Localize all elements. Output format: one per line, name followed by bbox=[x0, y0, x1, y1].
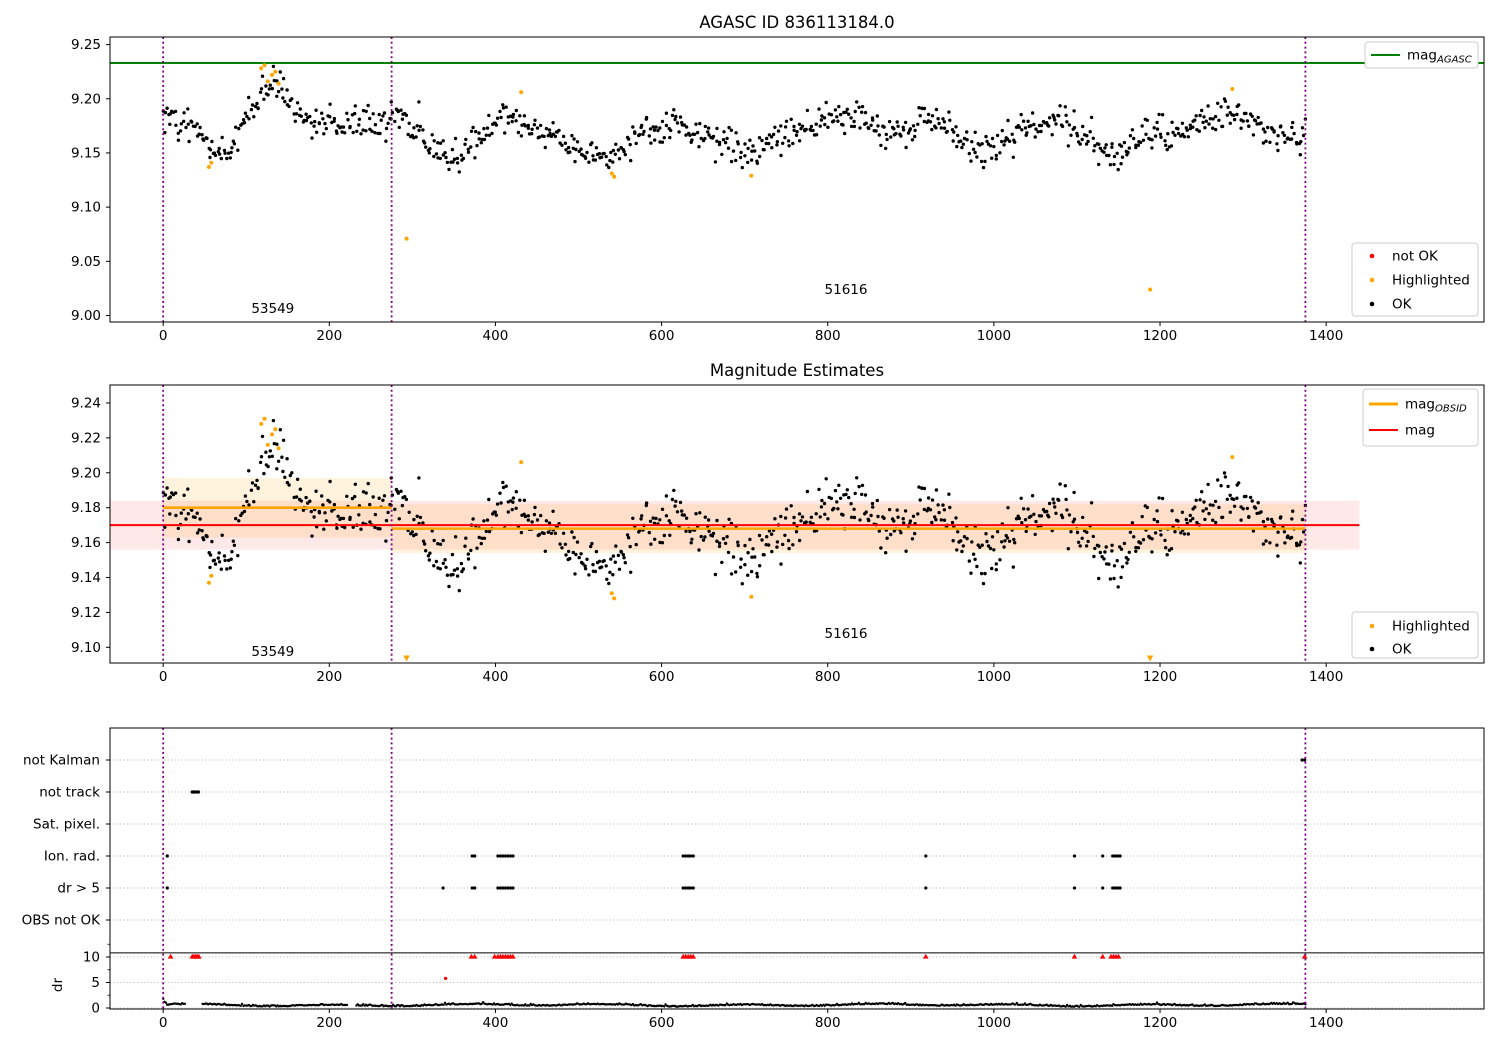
flag-category-label: not Kalman bbox=[23, 753, 100, 769]
dr-axis-label: dr bbox=[50, 977, 66, 992]
y-tick-label: 9.16 bbox=[71, 535, 101, 551]
flag-category-label: Sat. pixel. bbox=[33, 817, 100, 833]
legend-mag-agasc: magAGASC bbox=[1364, 41, 1479, 69]
x-tick-label: 0 bbox=[159, 1015, 168, 1031]
top-plot-title: AGASC ID 836113184.0 bbox=[699, 13, 894, 32]
flag-points bbox=[165, 758, 1307, 890]
y-tick-label: 9.20 bbox=[71, 91, 101, 107]
x-tick-label: 600 bbox=[649, 1015, 675, 1031]
dr-tick-label: 0 bbox=[91, 1001, 100, 1017]
x-tick-label: 1400 bbox=[1309, 669, 1343, 685]
y-tick-label: 9.25 bbox=[71, 37, 101, 53]
x-tick-label: 800 bbox=[815, 669, 841, 685]
y-tick-label: 9.22 bbox=[71, 430, 101, 446]
flag-category-label: OBS not OK bbox=[22, 913, 102, 929]
y-tick-label: 9.10 bbox=[71, 640, 101, 656]
legend-mag-obsid-label: magOBSID bbox=[1405, 397, 1467, 415]
dr-tick-label: 10 bbox=[83, 950, 100, 966]
legend-mag-lines: magOBSID mag bbox=[1362, 388, 1479, 447]
x-tick-label: 800 bbox=[815, 1015, 841, 1031]
x-tick-label: 600 bbox=[649, 328, 675, 344]
middle-plot-title: Magnitude Estimates bbox=[710, 361, 884, 380]
top-ok-points bbox=[161, 64, 1308, 174]
x-tick-label: 200 bbox=[316, 669, 342, 685]
dr-tick-label: 5 bbox=[91, 975, 100, 991]
middle-mag-bands bbox=[110, 478, 1360, 554]
y-tick-label: 9.18 bbox=[71, 500, 101, 516]
ok-marker-icon bbox=[1369, 301, 1375, 307]
y-tick-label: 9.12 bbox=[71, 605, 101, 621]
x-tick-label: 0 bbox=[159, 669, 168, 685]
x-tick-label: 400 bbox=[483, 328, 509, 344]
x-tick-label: 400 bbox=[483, 1015, 509, 1031]
obsid-label: 51616 bbox=[825, 282, 868, 298]
obsid-labels: 53549 51616 bbox=[251, 282, 867, 317]
dr-trace bbox=[162, 997, 1307, 1008]
legend-top-markers: not OK Highlighted OK bbox=[1351, 242, 1479, 317]
y-tick-label: 9.14 bbox=[71, 570, 101, 586]
flag-category-label: Ion. rad. bbox=[44, 849, 100, 865]
x-tick-label: 1000 bbox=[977, 328, 1011, 344]
legend-ok-label: OK bbox=[1392, 642, 1413, 658]
y-tick-label: 9.24 bbox=[71, 395, 101, 411]
middle-highlighted-points bbox=[206, 416, 1235, 662]
y-tick-label: 9.20 bbox=[71, 465, 101, 481]
obsid-label: 53549 bbox=[251, 301, 294, 317]
legend-not-ok-label: not OK bbox=[1392, 249, 1439, 265]
legend-box bbox=[1351, 611, 1479, 659]
top-highlighted-points bbox=[206, 63, 1235, 292]
x-tick-label: 1000 bbox=[977, 1015, 1011, 1031]
x-tick-label: 400 bbox=[483, 669, 509, 685]
y-tick-label: 9.15 bbox=[71, 145, 101, 161]
dr-over-limit-markers bbox=[167, 953, 1308, 981]
legend-box bbox=[1364, 41, 1479, 69]
legend-box bbox=[1351, 242, 1479, 317]
x-tick-label: 0 bbox=[159, 328, 168, 344]
y-tick-label: 9.05 bbox=[71, 254, 101, 270]
x-tick-label: 800 bbox=[815, 328, 841, 344]
y-tick-label: 9.10 bbox=[71, 200, 101, 216]
x-tick-label: 1400 bbox=[1309, 1015, 1343, 1031]
highlighted-marker-icon bbox=[1369, 277, 1375, 283]
x-tick-label: 1000 bbox=[977, 669, 1011, 685]
x-tick-label: 1200 bbox=[1143, 328, 1177, 344]
flag-category-label: not track bbox=[39, 785, 100, 801]
x-tick-label: 600 bbox=[649, 669, 675, 685]
obsid-label: 53549 bbox=[251, 644, 294, 660]
legend-highlighted-label: Highlighted bbox=[1392, 273, 1470, 289]
obsid-labels: 53549 51616 bbox=[251, 626, 867, 660]
legend-middle-markers: Highlighted OK bbox=[1351, 611, 1479, 659]
x-tick-label: 1400 bbox=[1309, 328, 1343, 344]
x-tick-label: 1200 bbox=[1143, 669, 1177, 685]
legend-ok-label: OK bbox=[1392, 297, 1413, 313]
highlighted-marker-icon bbox=[1369, 623, 1375, 629]
bottom-gridlines bbox=[110, 759, 1484, 1009]
flag-category-label: dr > 5 bbox=[57, 881, 100, 897]
x-tick-label: 1200 bbox=[1143, 1015, 1177, 1031]
x-tick-label: 200 bbox=[316, 1015, 342, 1031]
legend-mag-agasc-label: magAGASC bbox=[1407, 48, 1472, 66]
legend-highlighted-label: Highlighted bbox=[1392, 619, 1470, 635]
obsid-boundary-lines bbox=[162, 37, 1307, 1009]
obsid-label: 51616 bbox=[825, 626, 868, 642]
x-tick-label: 200 bbox=[316, 328, 342, 344]
ok-marker-icon bbox=[1369, 646, 1375, 652]
legend-mag-label: mag bbox=[1405, 423, 1435, 439]
middle-mag-lines bbox=[110, 506, 1360, 530]
not-ok-marker-icon bbox=[1369, 253, 1375, 259]
y-tick-label: 9.00 bbox=[71, 308, 101, 324]
